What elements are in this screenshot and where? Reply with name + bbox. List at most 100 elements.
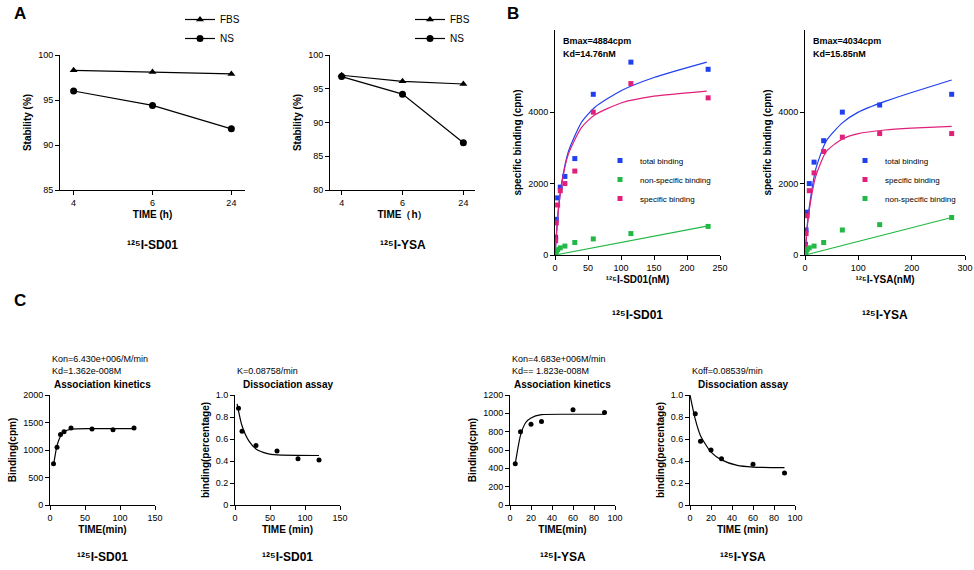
svg-text:TIME(min): TIME(min) [538, 524, 586, 535]
svg-text:250: 250 [712, 263, 727, 273]
svg-text:85: 85 [313, 151, 323, 161]
svg-text:6: 6 [400, 198, 405, 208]
svg-text:specific binding (cpm): specific binding (cpm) [762, 89, 773, 195]
svg-text:0.8: 0.8 [216, 412, 229, 422]
svg-text:100: 100 [297, 513, 312, 523]
svg-text:Dissociation assay: Dissociation assay [243, 379, 333, 390]
svg-text:1.0: 1.0 [216, 390, 229, 400]
svg-text:95: 95 [43, 95, 53, 105]
svg-text:0.2: 0.2 [216, 478, 229, 488]
svg-text:2000: 2000 [23, 390, 43, 400]
svg-text:TIME (h): TIME (h) [133, 209, 172, 220]
svg-text:Kon=4.683e+006M/min: Kon=4.683e+006M/min [512, 354, 606, 364]
svg-text:95: 95 [313, 84, 323, 94]
svg-text:Bmax=4034cpm: Bmax=4034cpm [813, 36, 881, 46]
svg-text:TIME (min): TIME (min) [262, 524, 313, 535]
svg-text:¹²⁵I-YSA: ¹²⁵I-YSA [380, 238, 426, 252]
svg-text:Stability (%): Stability (%) [292, 94, 303, 151]
svg-text:FBS: FBS [450, 14, 470, 25]
svg-text:Dissociation assay: Dissociation assay [698, 379, 788, 390]
svg-text:2000: 2000 [528, 179, 548, 189]
svg-text:K=0.08758/min: K=0.08758/min [237, 366, 298, 376]
svg-text:NS: NS [220, 33, 234, 44]
svg-text:50: 50 [265, 513, 275, 523]
svg-text:¹²⁵I-YSA: ¹²⁵I-YSA [720, 550, 766, 564]
svg-text:TIME(min): TIME(min) [78, 524, 126, 535]
svg-text:60: 60 [748, 513, 758, 523]
svg-text:NS: NS [450, 33, 464, 44]
svg-text:150: 150 [147, 513, 162, 523]
svg-text:4000: 4000 [528, 107, 548, 117]
svg-text:0: 0 [47, 513, 52, 523]
svg-text:Binding(cpm): Binding(cpm) [467, 418, 478, 482]
svg-text:0: 0 [543, 250, 548, 260]
svg-text:500: 500 [28, 473, 43, 483]
svg-text:Kd== 1.823e-008M: Kd== 1.823e-008M [512, 366, 589, 376]
svg-text:Association kinetics: Association kinetics [54, 379, 151, 390]
svg-text:¹²⁵I-SD01: ¹²⁵I-SD01 [127, 238, 178, 252]
svg-text:total binding: total binding [885, 157, 928, 166]
svg-text:0.4: 0.4 [671, 456, 684, 466]
svg-text:specific binding (cpm): specific binding (cpm) [512, 89, 523, 195]
svg-text:binding(percentage): binding(percentage) [200, 402, 211, 498]
svg-text:4: 4 [339, 198, 344, 208]
svg-text:1500: 1500 [23, 418, 43, 428]
svg-text:0: 0 [38, 500, 43, 510]
svg-text:100: 100 [787, 513, 802, 523]
svg-text:Kd=1.362e-008M: Kd=1.362e-008M [52, 366, 121, 376]
svg-text:60: 60 [568, 513, 578, 523]
svg-text:85: 85 [43, 185, 53, 195]
svg-text:¹²⁵I-SD01(nM): ¹²⁵I-SD01(nM) [606, 274, 670, 285]
svg-text:Kon=6.430e+006/M/min: Kon=6.430e+006/M/min [52, 354, 148, 364]
svg-text:100: 100 [38, 50, 53, 60]
svg-text:300: 300 [957, 263, 972, 273]
svg-text:600: 600 [488, 445, 503, 455]
svg-text:Kd=14.76nM: Kd=14.76nM [563, 49, 616, 59]
svg-text:specific binding: specific binding [640, 195, 695, 204]
svg-text:0.4: 0.4 [216, 456, 229, 466]
svg-text:¹²⁵I-SD01: ¹²⁵I-SD01 [77, 550, 128, 564]
svg-text:90: 90 [313, 118, 323, 128]
svg-text:TIME (min): TIME (min) [717, 524, 768, 535]
svg-text:100: 100 [607, 513, 622, 523]
svg-text:Bmax=4884cpm: Bmax=4884cpm [563, 36, 631, 46]
svg-text:B: B [507, 4, 519, 23]
svg-text:100: 100 [851, 263, 866, 273]
svg-text:200: 200 [904, 263, 919, 273]
svg-text:¹²⁵I-SD01: ¹²⁵I-SD01 [262, 550, 313, 564]
svg-text:4: 4 [71, 198, 76, 208]
svg-text:2000: 2000 [778, 179, 798, 189]
svg-text:80: 80 [769, 513, 779, 523]
svg-text:Kd=15.85nM: Kd=15.85nM [813, 49, 866, 59]
svg-text:50: 50 [583, 263, 593, 273]
svg-text:6: 6 [150, 198, 155, 208]
svg-text:150: 150 [646, 263, 661, 273]
svg-text:24: 24 [226, 198, 236, 208]
svg-text:0: 0 [498, 500, 503, 510]
svg-text:1000: 1000 [23, 445, 43, 455]
svg-text:0.6: 0.6 [216, 434, 229, 444]
svg-text:non-specific binding: non-specific binding [885, 195, 956, 204]
svg-text:FBS: FBS [220, 14, 240, 25]
svg-text:200: 200 [679, 263, 694, 273]
svg-text:20: 20 [706, 513, 716, 523]
svg-text:Koff=0.08539/min: Koff=0.08539/min [692, 366, 763, 376]
svg-text:20: 20 [526, 513, 536, 523]
svg-text:0.2: 0.2 [671, 478, 684, 488]
svg-text:Binding(cpm): Binding(cpm) [7, 418, 18, 482]
svg-text:150: 150 [332, 513, 347, 523]
svg-text:0: 0 [802, 263, 807, 273]
svg-text:24: 24 [458, 198, 468, 208]
svg-text:800: 800 [488, 427, 503, 437]
svg-text:0: 0 [678, 500, 683, 510]
svg-text:binding(percentage): binding(percentage) [655, 402, 666, 498]
svg-text:80: 80 [589, 513, 599, 523]
svg-text:40: 40 [547, 513, 557, 523]
svg-text:50: 50 [80, 513, 90, 523]
svg-text:200: 200 [488, 482, 503, 492]
svg-text:0: 0 [507, 513, 512, 523]
svg-text:C: C [14, 291, 26, 310]
svg-text:0.8: 0.8 [671, 412, 684, 422]
svg-text:non-specific binding: non-specific binding [640, 176, 711, 185]
svg-text:0: 0 [552, 263, 557, 273]
